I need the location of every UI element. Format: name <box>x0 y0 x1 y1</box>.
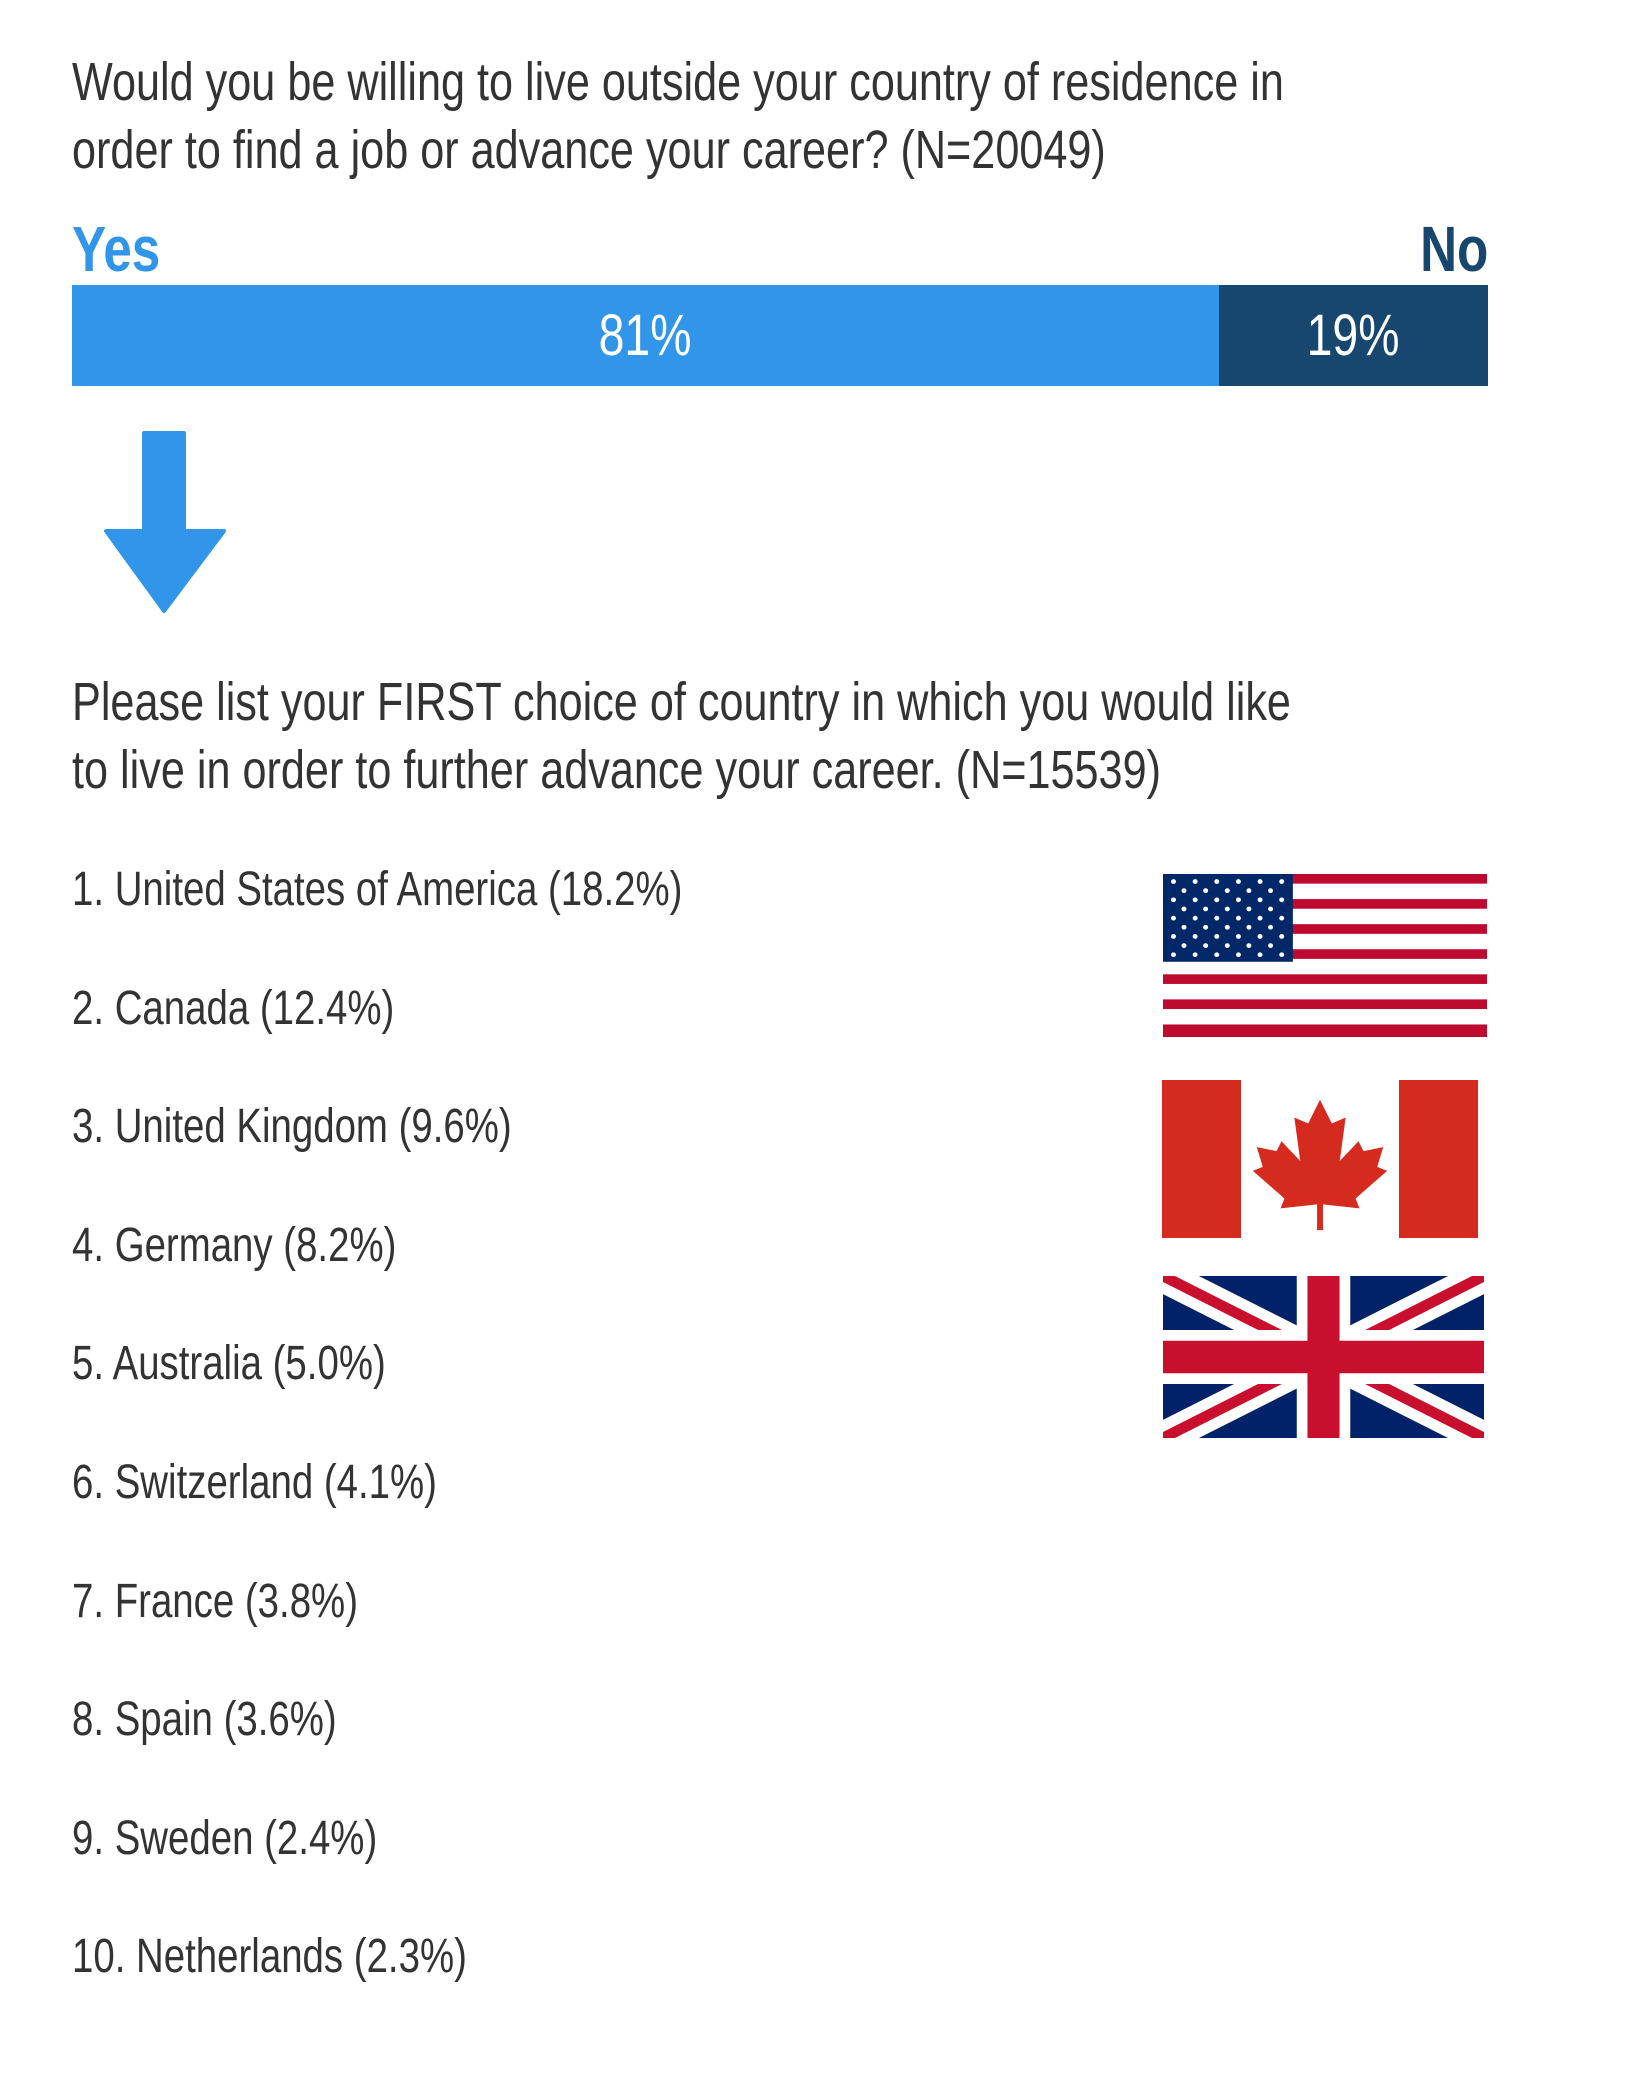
canada-flag-icon <box>1162 1080 1478 1238</box>
bar-data-label: 81% <box>599 303 692 368</box>
question-1-line-2: order to find a job or advance your care… <box>72 120 1106 180</box>
us-flag-icon <box>1163 874 1487 1037</box>
ranking-item: 3. United Kingdom (9.6%) <box>72 1100 512 1154</box>
ranking-item: 1. United States of America (18.2%) <box>72 863 683 916</box>
ranking-item: 7. France (3.8%) <box>72 1574 358 1628</box>
bar-segment-yes: 81% <box>72 285 1219 386</box>
bar-segment-no: 19% <box>1218 285 1488 386</box>
ranking-item: 2. Canada (12.4%) <box>72 981 395 1035</box>
ranking-item: 6. Switzerland (4.1%) <box>72 1456 437 1509</box>
question-2-line-1: Please list your FIRST choice of country… <box>72 672 1291 732</box>
no-label: No <box>1419 213 1488 285</box>
ranking-item: 9. Sweden (2.4%) <box>72 1811 378 1865</box>
ranking-item: 4. Germany (8.2%) <box>72 1218 397 1272</box>
ranking-item: 10. Netherlands (2.3%) <box>72 1930 467 1984</box>
yes-label: Yes <box>72 213 161 285</box>
ranking-item: 5. Australia (5.0%) <box>72 1337 386 1391</box>
question-1: Would you be willing to live outside you… <box>72 48 1587 184</box>
yes-no-bar: 81% 19% <box>72 285 1488 386</box>
bar-data-label: 19% <box>1307 303 1400 368</box>
question-2: Please list your FIRST choice of country… <box>72 668 1596 804</box>
uk-flag-icon <box>1163 1276 1484 1438</box>
arrow-down-icon <box>104 431 226 613</box>
question-1-line-1: Would you be willing to live outside you… <box>72 52 1284 112</box>
ranking-item: 8. Spain (3.6%) <box>72 1693 337 1747</box>
question-2-line-2: to live in order to further advance your… <box>72 740 1161 800</box>
